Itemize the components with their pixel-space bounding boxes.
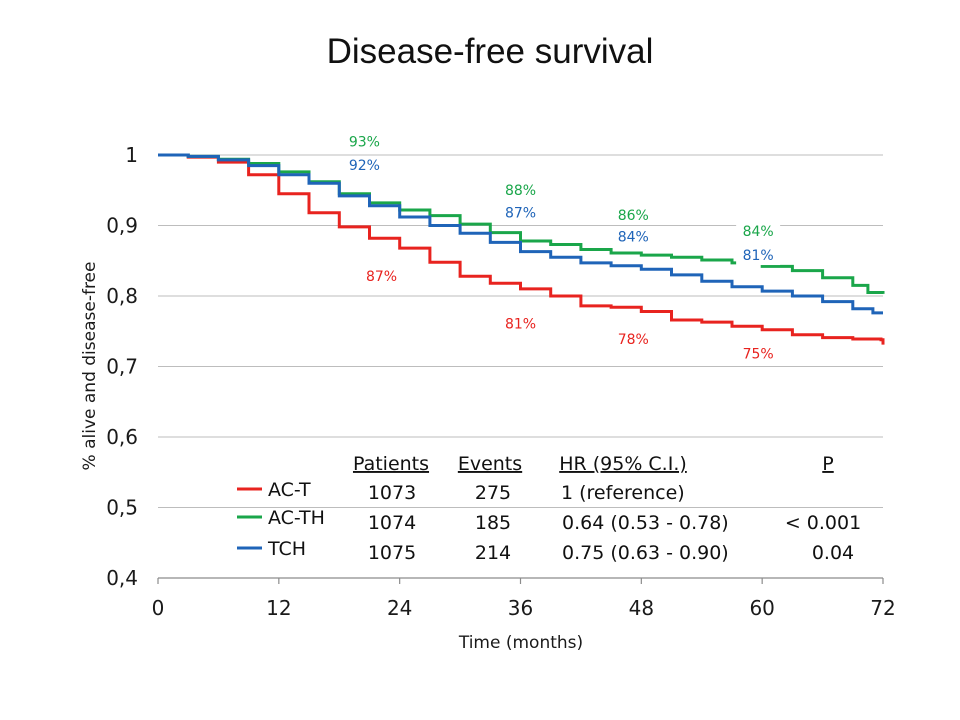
x-tick-label: 36	[508, 596, 533, 620]
annotation-label: 88%	[505, 183, 536, 199]
x-axis-label: Time (months)	[458, 633, 583, 653]
annotation-bg	[611, 205, 656, 225]
y-tick-label: 0,8	[106, 284, 138, 308]
annotation-bg	[359, 267, 404, 287]
annotation-label: 75%	[743, 347, 774, 363]
annotation-bg	[611, 227, 656, 247]
annotation-label: 86%	[618, 208, 649, 224]
annotation-bg	[736, 246, 781, 266]
legend-label: AC-TH	[268, 507, 325, 529]
x-tick-label: 48	[629, 596, 654, 620]
gridlines	[158, 154, 883, 508]
table-header: HR (95% C.I.)	[559, 453, 687, 475]
table-cell-p: 0.04	[812, 542, 854, 564]
table-header: Events	[458, 453, 522, 475]
annotation-label: 87%	[366, 269, 397, 285]
stats-table: Patients Events HR (95% C.I.) P 1073 275 1 (re…	[353, 453, 861, 564]
y-tick-label: 0,7	[106, 355, 138, 379]
chart-title: Disease-free survival	[326, 32, 654, 71]
annotation-bg	[736, 344, 781, 364]
annotation-label: 92%	[349, 158, 380, 174]
survival-curves	[158, 153, 885, 345]
annotations: 93% 92% 88% 87% 86% 84% 84% 81% 87% 81% 78% 75%	[342, 132, 781, 364]
table-cell-events: 185	[475, 512, 511, 534]
table-header: P	[822, 453, 833, 475]
table-cell-hr: 0.64 (0.53 - 0.78)	[562, 512, 729, 534]
curve-ac-t	[158, 153, 885, 345]
annotation-label: 78%	[618, 332, 649, 348]
y-axis-label: % alive and disease-free	[80, 262, 100, 471]
legend-label: TCH	[267, 538, 306, 560]
x-tick-label: 72	[870, 596, 895, 620]
annotation-bg	[498, 181, 543, 201]
annotation-label: 81%	[505, 316, 536, 332]
y-tick-label: 0,5	[106, 496, 138, 520]
curve-tch	[158, 153, 883, 315]
annotation-label: 81%	[743, 248, 774, 264]
annotation-bg	[342, 155, 387, 175]
annotation-bg	[498, 203, 543, 223]
table-cell-patients: 1073	[368, 482, 416, 504]
legend: AC-T AC-TH TCH	[237, 479, 325, 560]
y-tick-label: 1	[125, 143, 138, 167]
x-tick-label: 24	[387, 596, 412, 620]
annotation-label: 93%	[349, 135, 380, 151]
table-cell-hr: 1 (reference)	[561, 482, 685, 504]
table-cell-events: 214	[475, 542, 511, 564]
x-tick-label: 0	[152, 596, 165, 620]
y-tick-label: 0,6	[106, 425, 138, 449]
annotation-bg	[342, 132, 387, 152]
axes: 0,4 0,5 0,6 0,7 0,8 0,9 1 0 12 24 36 48 60 72	[106, 143, 896, 620]
table-cell-hr: 0.75 (0.63 - 0.90)	[562, 542, 729, 564]
legend-label: AC-T	[268, 479, 311, 501]
annotation-label: 87%	[505, 206, 536, 222]
x-tick-label: 60	[749, 596, 774, 620]
table-cell-events: 275	[475, 482, 511, 504]
annotation-bg	[611, 329, 656, 349]
curve-ac-th	[158, 153, 885, 294]
annotation-label: 84%	[743, 224, 774, 240]
annotation-bg	[736, 222, 781, 242]
table-cell-patients: 1074	[368, 512, 416, 534]
table-cell-patients: 1075	[368, 542, 416, 564]
y-tick-label: 0,4	[106, 566, 138, 590]
y-tick-label: 0,9	[106, 214, 138, 238]
x-tick-label: 12	[266, 596, 291, 620]
table-cell-p: < 0.001	[785, 512, 861, 534]
annotation-label: 84%	[618, 230, 649, 246]
table-header: Patients	[353, 453, 429, 475]
annotation-bg	[498, 314, 543, 334]
